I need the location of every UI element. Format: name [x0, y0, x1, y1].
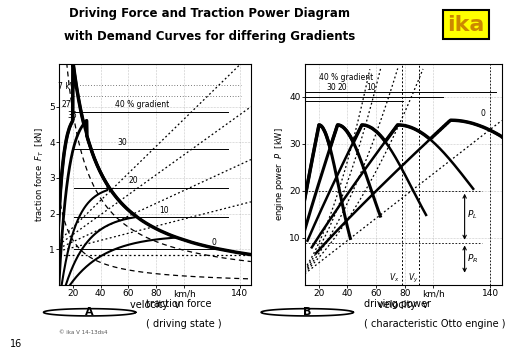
- Text: B: B: [303, 307, 311, 317]
- Text: 10: 10: [366, 82, 376, 92]
- Text: 7 kW: 7 kW: [58, 82, 77, 91]
- Y-axis label: traction force  $F_T$  [kN]: traction force $F_T$ [kN]: [34, 127, 46, 222]
- Text: $P_R$: $P_R$: [467, 253, 479, 266]
- Text: 40 % gradient: 40 % gradient: [115, 100, 169, 109]
- Text: 30: 30: [117, 138, 127, 147]
- X-axis label: velocity  v: velocity v: [130, 299, 180, 309]
- Text: 0: 0: [212, 238, 217, 247]
- Text: © ika V 14-13ds4: © ika V 14-13ds4: [59, 330, 108, 335]
- Text: 16: 16: [10, 339, 23, 349]
- Text: $P_L$: $P_L$: [467, 208, 478, 221]
- Text: traction force: traction force: [146, 298, 211, 309]
- Y-axis label: engine power  $P$  [kW]: engine power $P$ [kW]: [273, 127, 286, 221]
- Text: driving power: driving power: [364, 298, 431, 309]
- Text: ( driving state ): ( driving state ): [146, 319, 222, 329]
- Text: A: A: [86, 307, 94, 317]
- Text: 20: 20: [337, 82, 347, 92]
- X-axis label: velocity  v: velocity v: [378, 299, 428, 309]
- Text: ( characteristic Otto engine ): ( characteristic Otto engine ): [364, 319, 505, 329]
- Text: 40 % gradient: 40 % gradient: [319, 73, 373, 82]
- Text: $V_y$: $V_y$: [408, 272, 418, 285]
- Text: ika: ika: [447, 15, 484, 35]
- Text: 20: 20: [129, 176, 138, 185]
- Text: 30: 30: [326, 82, 336, 92]
- Text: 10: 10: [159, 206, 168, 215]
- Text: with Demand Curves for differing Gradients: with Demand Curves for differing Gradien…: [65, 30, 355, 43]
- Text: 0: 0: [480, 109, 485, 118]
- Text: Driving Force and Traction Power Diagram: Driving Force and Traction Power Diagram: [70, 7, 350, 20]
- Text: 35: 35: [67, 111, 77, 120]
- Text: 27: 27: [61, 100, 71, 109]
- Text: $V_x$: $V_x$: [390, 271, 400, 284]
